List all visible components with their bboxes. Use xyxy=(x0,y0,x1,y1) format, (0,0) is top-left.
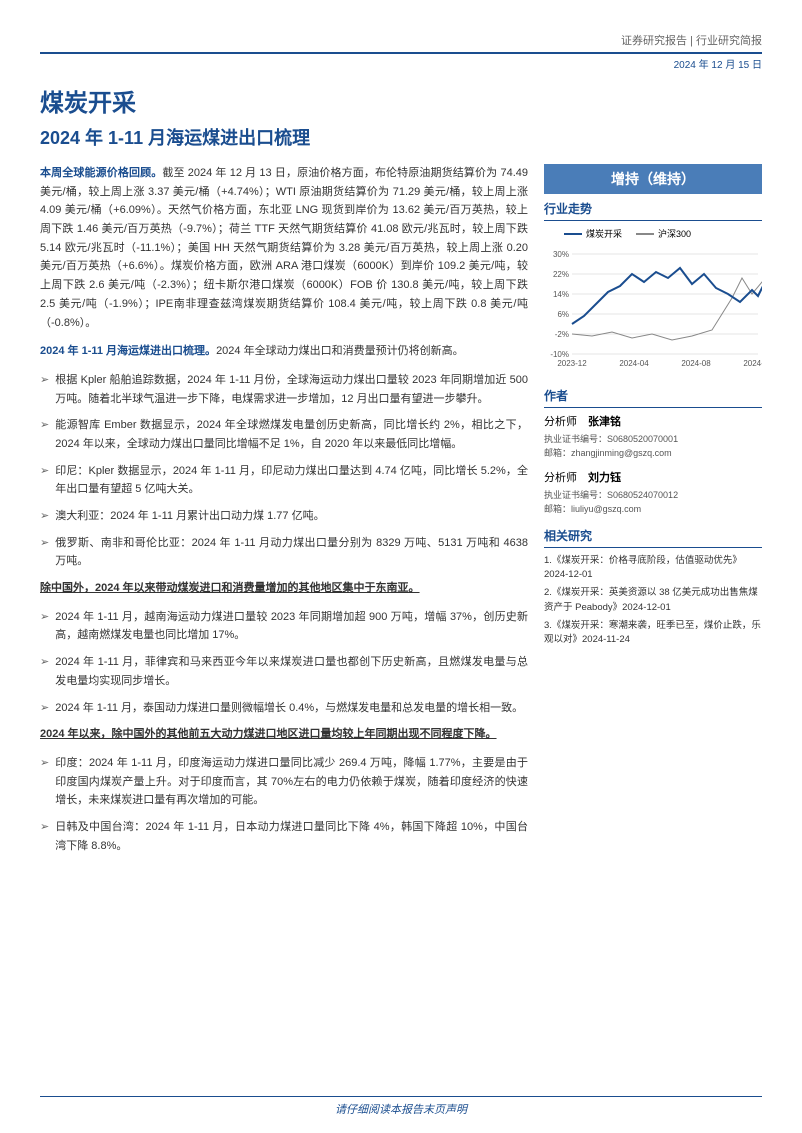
list-item: ➢澳大利亚：2024 年 1-11 月累计出口动力煤 1.77 亿吨。 xyxy=(40,507,528,526)
svg-text:6%: 6% xyxy=(557,310,569,319)
svg-text:-10%: -10% xyxy=(550,350,569,359)
related-section-title: 相关研究 xyxy=(544,527,762,548)
bullet-icon: ➢ xyxy=(40,653,49,690)
legend-swatch-hs300 xyxy=(636,233,654,235)
list-item: ➢印度：2024 年 1-11 月，印度海运动力煤进口量同比减少 269.4 万… xyxy=(40,754,528,810)
analyst-list: 分析师 张津铭执业证书编号：S0680520070001邮箱：zhangjinm… xyxy=(544,414,762,517)
list-item: ➢俄罗斯、南非和哥伦比亚：2024 年 1-11 月动力煤出口量分别为 8329… xyxy=(40,534,528,571)
paragraph-energy-review: 本周全球能源价格回顾。截至 2024 年 12 月 13 日，原油价格方面，布伦… xyxy=(40,164,528,332)
related-research-list: 1.《煤炭开采：价格寻底阶段，估值驱动优先》2024-12-01 2.《煤炭开采：… xyxy=(544,554,762,648)
authors-section-title: 作者 xyxy=(544,387,762,408)
bullet-icon: ➢ xyxy=(40,371,49,408)
bullet-group-2: ➢2024 年 1-11 月，越南海运动力煤进口量较 2023 年同期增加超 9… xyxy=(40,608,528,717)
trend-svg: 30% 22% 14% 6% -2% -10% 2023-12 2024-04 2024-08… xyxy=(544,244,762,374)
svg-text:2024-04: 2024-04 xyxy=(619,359,649,368)
header-date: 2024 年 12 月 15 日 xyxy=(40,56,762,71)
paragraph-summary: 2024 年 1-11 月海运煤进出口梳理。2024 年全球动力煤出口和消费量预… xyxy=(40,342,528,361)
related-item: 2.《煤炭开采：英美资源以 38 亿美元成功出售焦煤资产于 Peabody》20… xyxy=(544,586,762,615)
bullet-group-1: ➢根据 Kpler 船舶追踪数据，2024 年 1-11 月份，全球海运动力煤出… xyxy=(40,371,528,571)
p1-body: 截至 2024 年 12 月 13 日，原油价格方面，布伦特原油期货结算价为 7… xyxy=(40,167,528,329)
list-item: ➢根据 Kpler 船舶追踪数据，2024 年 1-11 月份，全球海运动力煤出… xyxy=(40,371,528,408)
bullet-icon: ➢ xyxy=(40,416,49,453)
bullet-icon: ➢ xyxy=(40,754,49,810)
analyst-block: 分析师 张津铭执业证书编号：S0680520070001邮箱：zhangjinm… xyxy=(544,414,762,460)
bullet-group-3: ➢印度：2024 年 1-11 月，印度海运动力煤进口量同比减少 269.4 万… xyxy=(40,754,528,855)
svg-text:22%: 22% xyxy=(553,270,569,279)
svg-text:2024-12: 2024-12 xyxy=(743,359,762,368)
p2-head: 2024 年 1-11 月海运煤进出口梳理。 xyxy=(40,345,216,357)
list-item: ➢能源智库 Ember 数据显示，2024 年全球燃煤发电量创历史新高，同比增长… xyxy=(40,416,528,453)
bullet-icon: ➢ xyxy=(40,507,49,526)
underline-head-2: 2024 年以来，除中国外的其他前五大动力煤进口地区进口量均较上年同期出现不同程… xyxy=(40,725,528,744)
industry-trend-chart: 煤炭开采 沪深300 30% 22% 14% 6% -2% -10% 2023-12 202… xyxy=(544,227,762,377)
related-item: 1.《煤炭开采：价格寻底阶段，估值驱动优先》2024-12-01 xyxy=(544,554,762,583)
p1-head: 本周全球能源价格回顾。 xyxy=(40,167,162,179)
header-category: 证券研究报告 | 行业研究简报 xyxy=(40,32,762,54)
underline-head-1: 除中国外，2024 年以来带动煤炭进口和消费量增加的其他地区集中于东南亚。 xyxy=(40,579,528,598)
list-item: ➢2024 年 1-11 月，越南海运动力煤进口量较 2023 年同期增加超 9… xyxy=(40,608,528,645)
legend-swatch-coal xyxy=(564,233,582,235)
svg-text:14%: 14% xyxy=(553,290,569,299)
related-item: 3.《煤炭开采：寒潮来袭，旺季已至，煤价止跌，乐观以对》2024-11-24 xyxy=(544,619,762,648)
list-item: ➢印尼：Kpler 数据显示，2024 年 1-11 月，印尼动力煤出口量达到 … xyxy=(40,462,528,499)
list-item: ➢2024 年 1-11 月，泰国动力煤进口量则微幅增长 0.4%，与燃煤发电量… xyxy=(40,699,528,718)
p2-body: 2024 年全球动力煤出口和消费量预计仍将创新高。 xyxy=(216,345,464,357)
footer-disclaimer: 请仔细阅读本报告末页声明 xyxy=(40,1096,762,1117)
report-title: 煤炭开采 xyxy=(40,83,762,118)
report-subtitle: 2024 年 1-11 月海运煤进出口梳理 xyxy=(40,124,762,150)
legend-hs300: 沪深300 xyxy=(636,227,691,240)
bullet-icon: ➢ xyxy=(40,608,49,645)
list-item: ➢日韩及中国台湾：2024 年 1-11 月，日本动力煤进口量同比下降 4%，韩… xyxy=(40,818,528,855)
sidebar: 增持（维持） 行业走势 煤炭开采 沪深300 30% 22% 14% 6% -2% -10… xyxy=(544,164,762,863)
main-body: 本周全球能源价格回顾。截至 2024 年 12 月 13 日，原油价格方面，布伦… xyxy=(40,164,528,863)
svg-text:30%: 30% xyxy=(553,250,569,259)
list-item: ➢2024 年 1-11 月，菲律宾和马来西亚今年以来煤炭进口量也都创下历史新高… xyxy=(40,653,528,690)
analyst-block: 分析师 刘力钰执业证书编号：S0680524070012邮箱：liuliyu@g… xyxy=(544,470,762,516)
svg-text:2024-08: 2024-08 xyxy=(681,359,711,368)
svg-text:-2%: -2% xyxy=(555,330,569,339)
chart-legend: 煤炭开采 沪深300 xyxy=(544,227,762,240)
trend-section-title: 行业走势 xyxy=(544,200,762,221)
bullet-icon: ➢ xyxy=(40,818,49,855)
bullet-icon: ➢ xyxy=(40,462,49,499)
bullet-icon: ➢ xyxy=(40,699,49,718)
rating-badge: 增持（维持） xyxy=(544,164,762,194)
svg-text:2023-12: 2023-12 xyxy=(557,359,587,368)
legend-coal: 煤炭开采 xyxy=(564,227,622,240)
bullet-icon: ➢ xyxy=(40,534,49,571)
